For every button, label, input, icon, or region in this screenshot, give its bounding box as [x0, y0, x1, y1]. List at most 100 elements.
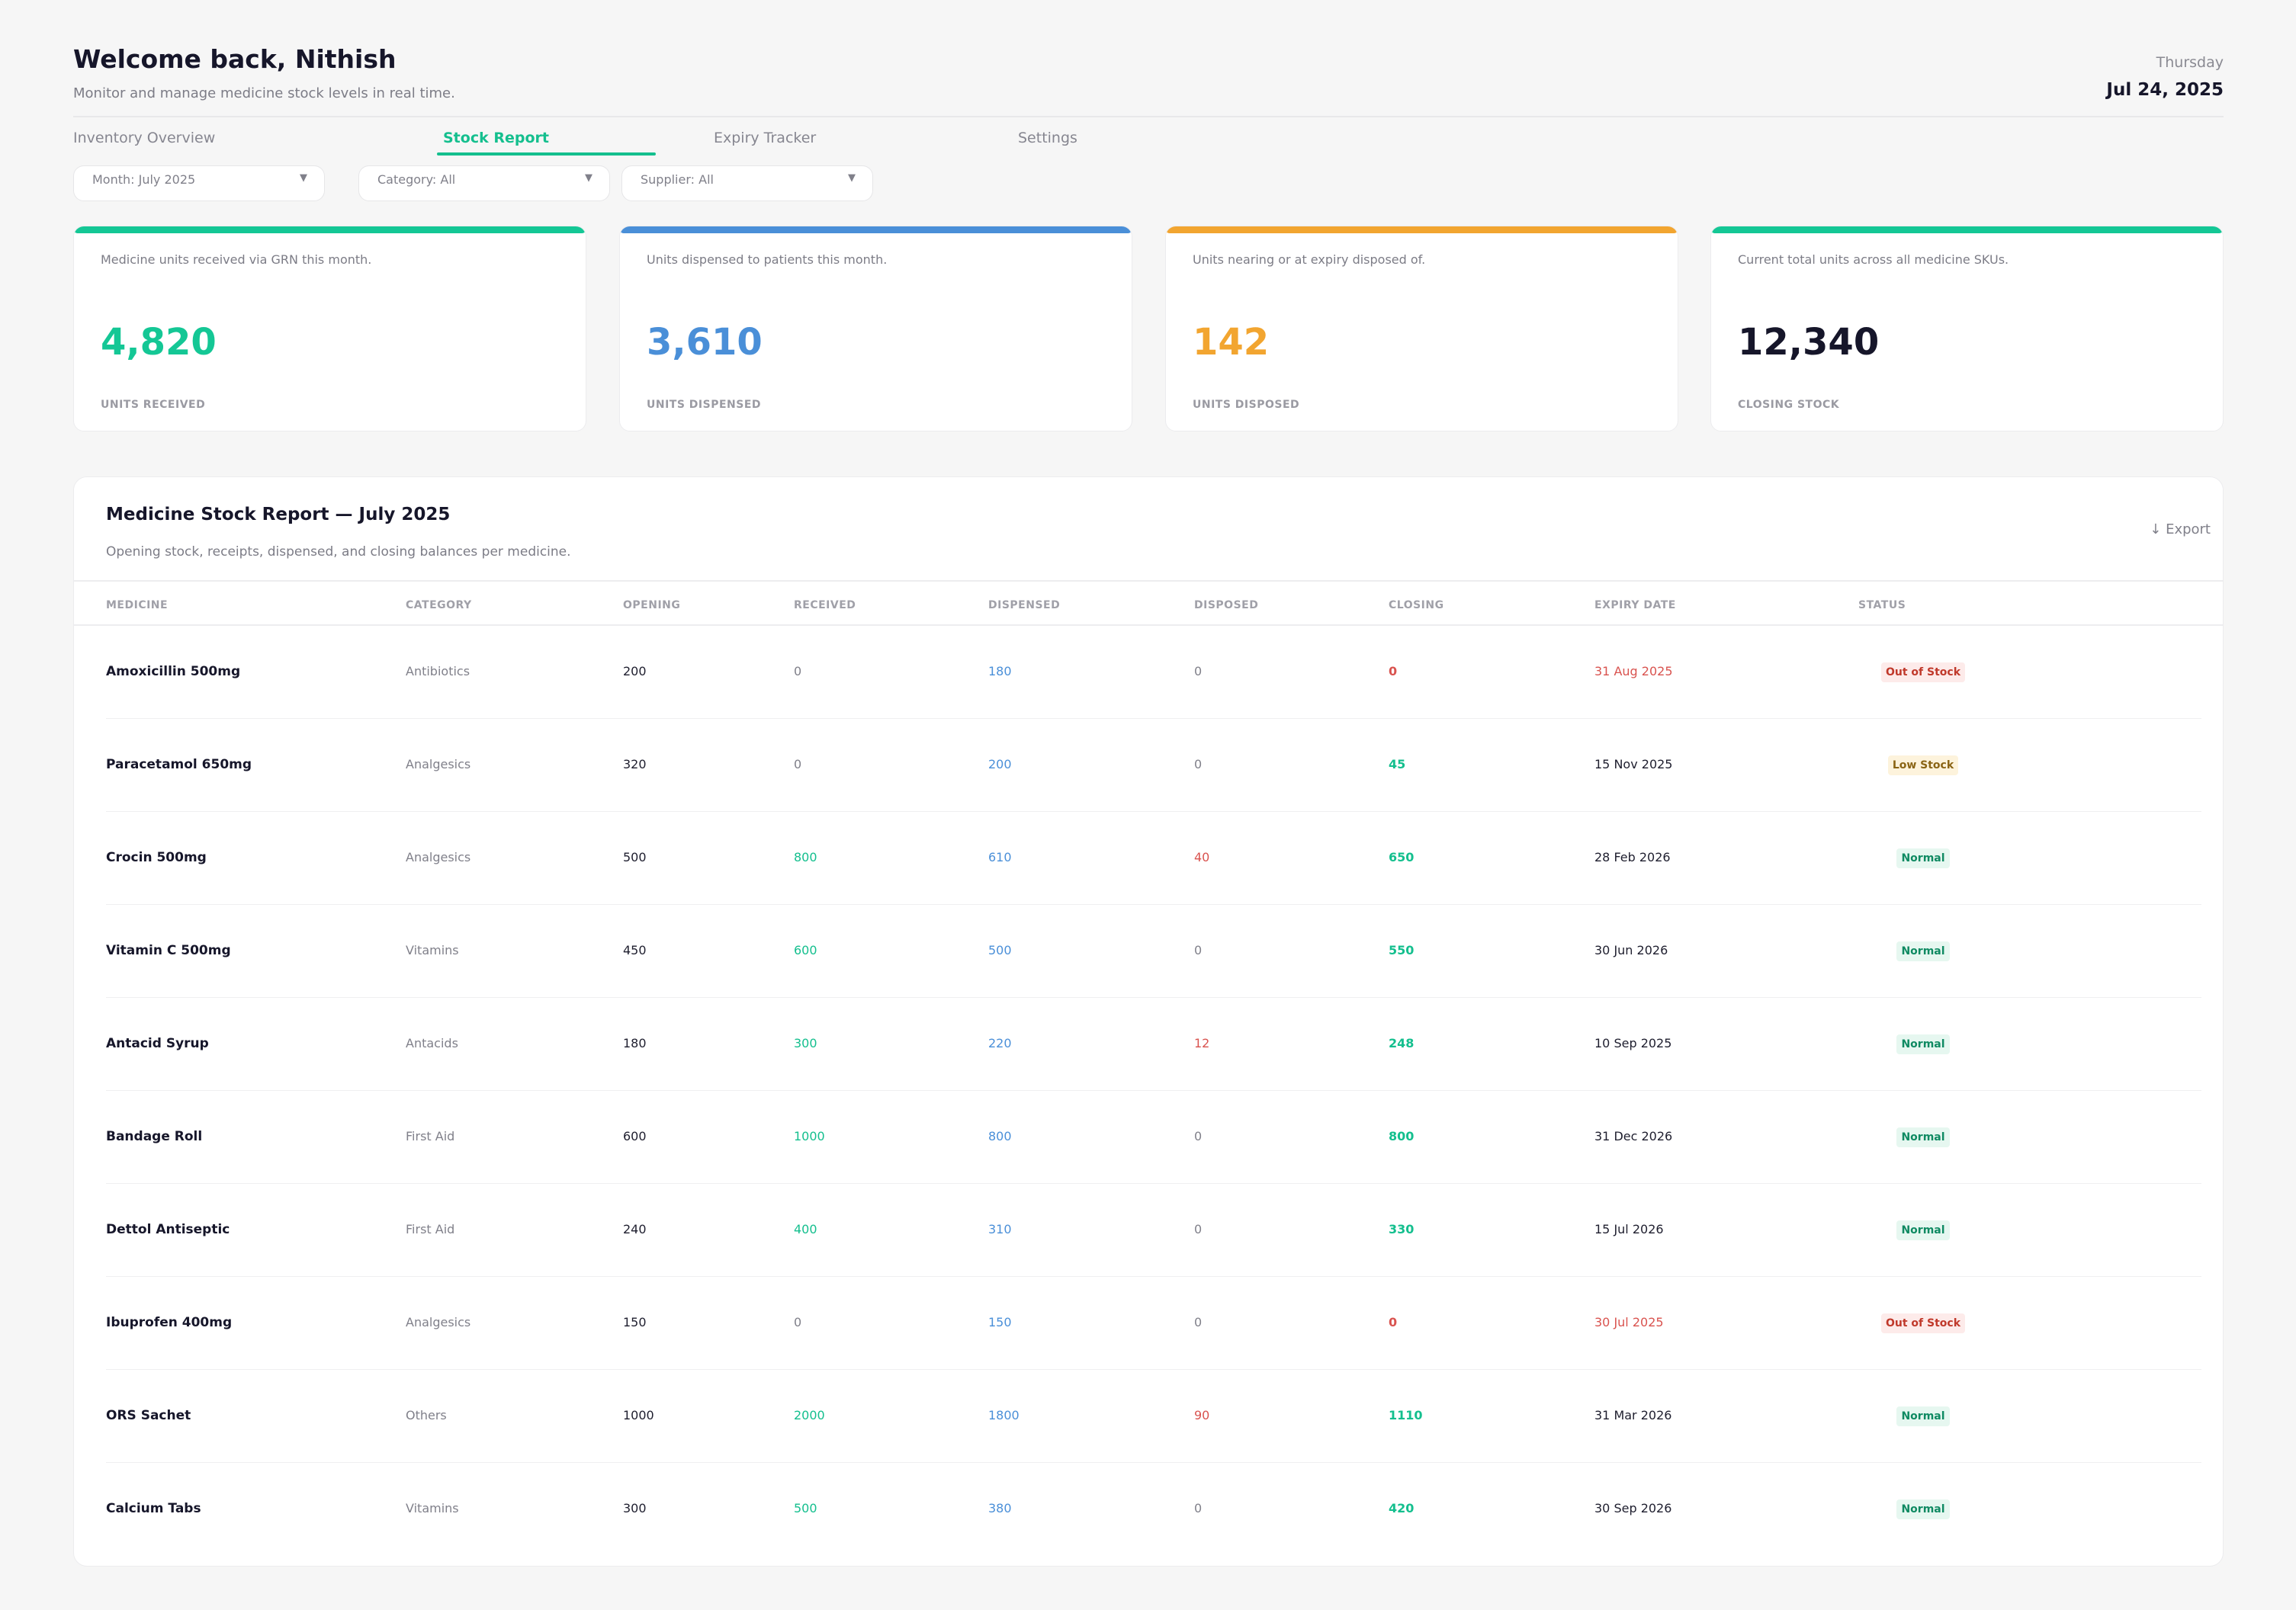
table-row[interactable]: ORS Sachet Others 1000 2000 1800 90 1110 31 Mar…: [74, 1370, 2223, 1463]
cell-status: Normal: [1858, 848, 1988, 868]
cell-received: 0: [794, 664, 802, 678]
cell-received: 2000: [794, 1408, 825, 1422]
tab-bar: Inventory Overview Stock Report Expiry T…: [73, 128, 2224, 159]
cell-expiry-date: 31 Aug 2025: [1594, 664, 1673, 678]
cell-medicine: Crocin 500mg: [106, 850, 207, 865]
column-header-disposed[interactable]: DISPOSED: [1194, 599, 1259, 611]
kpi-description: Medicine units received via GRN this mon…: [101, 252, 372, 267]
table-row[interactable]: Calcium Tabs Vitamins 300 500 380 0 420 30 Sep …: [74, 1463, 2223, 1556]
cell-received: 500: [794, 1501, 817, 1515]
cell-category: Analgesics: [406, 1315, 471, 1329]
export-button[interactable]: ↓ Export: [2150, 521, 2211, 537]
cell-received: 0: [794, 757, 802, 771]
cell-opening: 450: [623, 943, 647, 957]
cell-opening: 320: [623, 757, 647, 771]
table-header-border: [74, 624, 2223, 626]
column-header-medicine[interactable]: MEDICINE: [106, 599, 169, 611]
column-header-dispensed[interactable]: DISPENSED: [988, 599, 1061, 611]
kpi-description: Current total units across all medicine …: [1738, 252, 2009, 267]
kpi-description: Units nearing or at expiry disposed of.: [1193, 252, 1426, 267]
cell-category: Antibiotics: [406, 664, 470, 678]
cell-dispensed: 180: [988, 664, 1012, 678]
status-badge: Low Stock: [1887, 755, 1959, 775]
table-row[interactable]: Bandage Roll First Aid 600 1000 800 0 800 31 De…: [74, 1091, 2223, 1184]
row-divider: [106, 1183, 2201, 1184]
cell-medicine: Dettol Antiseptic: [106, 1222, 230, 1237]
kpi-card-units-received: Medicine units received via GRN this mon…: [73, 226, 586, 431]
tab-expiry-tracker[interactable]: Expiry Tracker: [714, 130, 817, 146]
kpi-description: Units dispensed to patients this month.: [647, 252, 888, 267]
kpi-value: 12,340: [1738, 321, 1880, 364]
column-header-expiry-date[interactable]: EXPIRY DATE: [1594, 599, 1676, 611]
kpi-accent-bar: [620, 226, 1132, 233]
kpi-label: UNITS DISPOSED: [1193, 399, 1300, 411]
table-row[interactable]: Vitamin C 500mg Vitamins 450 600 500 0 550 30 J…: [74, 905, 2223, 998]
header: Welcome back, Nithish Monitor and manage…: [73, 43, 2224, 117]
row-divider: [106, 904, 2201, 905]
cell-category: Vitamins: [406, 1501, 459, 1515]
cell-category: First Aid: [406, 1222, 455, 1236]
cell-disposed: 40: [1194, 850, 1210, 864]
supplier-filter[interactable]: Supplier: All ▼: [621, 165, 873, 201]
cell-disposed: 0: [1194, 664, 1203, 678]
cell-closing: 0: [1389, 664, 1398, 678]
cell-status: Normal: [1858, 941, 1988, 961]
cell-opening: 300: [623, 1501, 647, 1515]
status-badge: Normal: [1896, 1127, 1950, 1147]
kpi-label: UNITS DISPENSED: [647, 399, 762, 411]
table-row[interactable]: Paracetamol 650mg Analgesics 320 0 200 0 45 15 …: [74, 719, 2223, 812]
status-badge: Normal: [1896, 1220, 1950, 1240]
cell-status: Normal: [1858, 1220, 1988, 1240]
status-badge: Out of Stock: [1880, 662, 1966, 682]
active-tab-indicator: [437, 152, 656, 156]
kpi-label: CLOSING STOCK: [1738, 399, 1840, 411]
column-header-closing[interactable]: CLOSING: [1389, 599, 1444, 611]
cell-opening: 240: [623, 1222, 647, 1236]
cell-opening: 150: [623, 1315, 647, 1329]
row-divider: [106, 997, 2201, 998]
cell-status: Normal: [1858, 1406, 1988, 1426]
column-header-opening[interactable]: OPENING: [623, 599, 681, 611]
cell-status: Out of Stock: [1858, 662, 1988, 682]
cell-status: Normal: [1858, 1499, 1988, 1519]
report-subtitle: Opening stock, receipts, dispensed, and …: [106, 544, 571, 560]
cell-medicine: Calcium Tabs: [106, 1501, 201, 1516]
cell-opening: 200: [623, 664, 647, 678]
tab-inventory-overview[interactable]: Inventory Overview: [73, 130, 216, 146]
chevron-down-icon: ▼: [585, 172, 592, 184]
cell-closing: 248: [1389, 1036, 1415, 1050]
table-row[interactable]: Amoxicillin 500mg Antibiotics 200 0 180 0 0 31 …: [74, 626, 2223, 719]
cell-disposed: 90: [1194, 1408, 1210, 1422]
table-row[interactable]: Antacid Syrup Antacids 180 300 220 12 248 10 Se…: [74, 998, 2223, 1091]
cell-dispensed: 1800: [988, 1408, 1020, 1422]
status-badge: Normal: [1896, 941, 1950, 961]
row-divider: [106, 1369, 2201, 1370]
column-header-received[interactable]: RECEIVED: [794, 599, 856, 611]
cell-medicine: Paracetamol 650mg: [106, 757, 252, 772]
report-title: Medicine Stock Report — July 2025: [106, 505, 451, 524]
kpi-label: UNITS RECEIVED: [101, 399, 206, 411]
column-header-category[interactable]: CATEGORY: [406, 599, 472, 611]
kpi-value: 4,820: [101, 321, 217, 364]
cell-disposed: 0: [1194, 943, 1203, 957]
cell-expiry-date: 15 Nov 2025: [1594, 757, 1673, 771]
month-filter[interactable]: Month: July 2025 ▼: [73, 165, 325, 201]
cell-category: Vitamins: [406, 943, 459, 957]
table-row[interactable]: Ibuprofen 400mg Analgesics 150 0 150 0 0 30 Jul…: [74, 1277, 2223, 1370]
kpi-card-closing-stock: Current total units across all medicine …: [1710, 226, 2224, 431]
cell-opening: 180: [623, 1036, 647, 1050]
table-row[interactable]: Crocin 500mg Analgesics 500 800 610 40 650 28 F…: [74, 812, 2223, 905]
cell-received: 1000: [794, 1129, 825, 1143]
tab-stock-report[interactable]: Stock Report: [443, 130, 549, 146]
kpi-cards: Medicine units received via GRN this mon…: [73, 226, 2224, 431]
cell-status: Out of Stock: [1858, 1313, 1988, 1333]
tab-settings[interactable]: Settings: [1018, 130, 1077, 146]
chevron-down-icon: ▼: [300, 172, 307, 184]
table-row[interactable]: Dettol Antiseptic First Aid 240 400 310 0 330 1…: [74, 1184, 2223, 1277]
cell-opening: 1000: [623, 1408, 654, 1422]
cell-dispensed: 150: [988, 1315, 1012, 1329]
status-badge: Normal: [1896, 1406, 1950, 1426]
page-subtitle: Monitor and manage medicine stock levels…: [73, 85, 455, 101]
column-header-status[interactable]: STATUS: [1858, 599, 1906, 611]
category-filter[interactable]: Category: All ▼: [358, 165, 610, 201]
